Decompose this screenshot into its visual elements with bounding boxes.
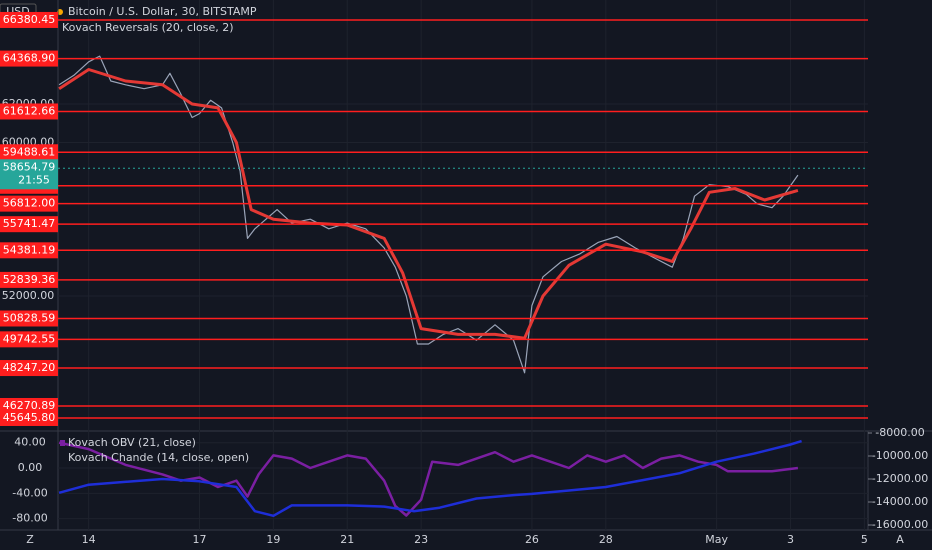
zoom-icon[interactable]: Z	[26, 533, 34, 546]
level-label-box	[0, 195, 58, 212]
lower-y-tick-label: -80.00	[12, 512, 47, 525]
level-label: 54381.19	[3, 243, 56, 256]
x-tick-label: 14	[82, 533, 96, 546]
level-label: 55741.47	[3, 217, 56, 230]
x-tick-label: 21	[340, 533, 354, 546]
x-tick-label: 3	[787, 533, 794, 546]
level-label: 45645.80	[3, 411, 56, 424]
lower-y2-tick-label: -16000.00	[872, 518, 928, 531]
level-label: 56812.00	[3, 197, 56, 210]
level-label: 61612.66	[3, 104, 56, 117]
price-line	[58, 55, 799, 374]
lower-y2-tick-label: -12000.00	[872, 472, 928, 485]
lower-line	[58, 441, 799, 517]
level-label: 49742.55	[3, 332, 56, 345]
lower-y-tick-label: -40.00	[12, 486, 47, 499]
lower-y2-tick-label: -8000.00	[875, 426, 924, 439]
lower-y2-tick-label: -10000.00	[872, 449, 928, 462]
auto-scale-icon[interactable]: A	[896, 533, 904, 546]
level-label-box	[0, 11, 58, 28]
level-label-box	[0, 242, 58, 259]
x-tick-label: 28	[599, 533, 613, 546]
lower-y-tick-label: 0.00	[18, 461, 43, 474]
x-tick-label: May	[705, 533, 728, 546]
level-label-box	[0, 50, 58, 67]
level-label-box	[0, 271, 58, 288]
level-label-box	[0, 409, 58, 426]
lower-legend: Kovach OBV (21, close)	[68, 436, 196, 449]
level-label-box	[0, 103, 58, 120]
level-label: 52839.36	[3, 273, 56, 286]
lower-y-tick-label: 40.00	[14, 436, 46, 449]
x-tick-label: 5	[861, 533, 868, 546]
lower-line	[58, 439, 802, 518]
x-tick-label: 23	[414, 533, 428, 546]
indicator-line	[58, 68, 799, 340]
level-label-box	[0, 310, 58, 327]
level-label: 66380.45	[3, 13, 56, 26]
level-label-box	[0, 216, 58, 233]
x-tick-label: 17	[192, 533, 206, 546]
x-tick-label: 26	[525, 533, 539, 546]
level-label: 50828.59	[3, 311, 56, 324]
lower-legend: Kovach Chande (14, close, open)	[68, 451, 249, 464]
legend-swatch	[60, 440, 65, 446]
level-label: 59488.61	[3, 145, 56, 158]
last-price-label: 58654.79	[3, 160, 56, 173]
level-label: 48247.20	[3, 361, 56, 374]
last-price-box	[0, 159, 58, 190]
last-price-time: 21:55	[18, 173, 50, 186]
level-label: 64368.90	[3, 52, 56, 65]
level-label-box	[0, 360, 58, 377]
indicator-legend: Kovach Reversals (20, close, 2)	[62, 21, 234, 34]
x-tick-label: 19	[266, 533, 280, 546]
lower-y2-tick-label: -14000.00	[872, 495, 928, 508]
level-label-box	[0, 144, 58, 161]
y-tick-label: 52000.00	[2, 289, 55, 302]
level-label: 46270.89	[3, 399, 56, 412]
chart-title: Bitcoin / U.S. Dollar, 30, BITSTAMP	[68, 5, 257, 18]
level-label-box	[0, 331, 58, 348]
